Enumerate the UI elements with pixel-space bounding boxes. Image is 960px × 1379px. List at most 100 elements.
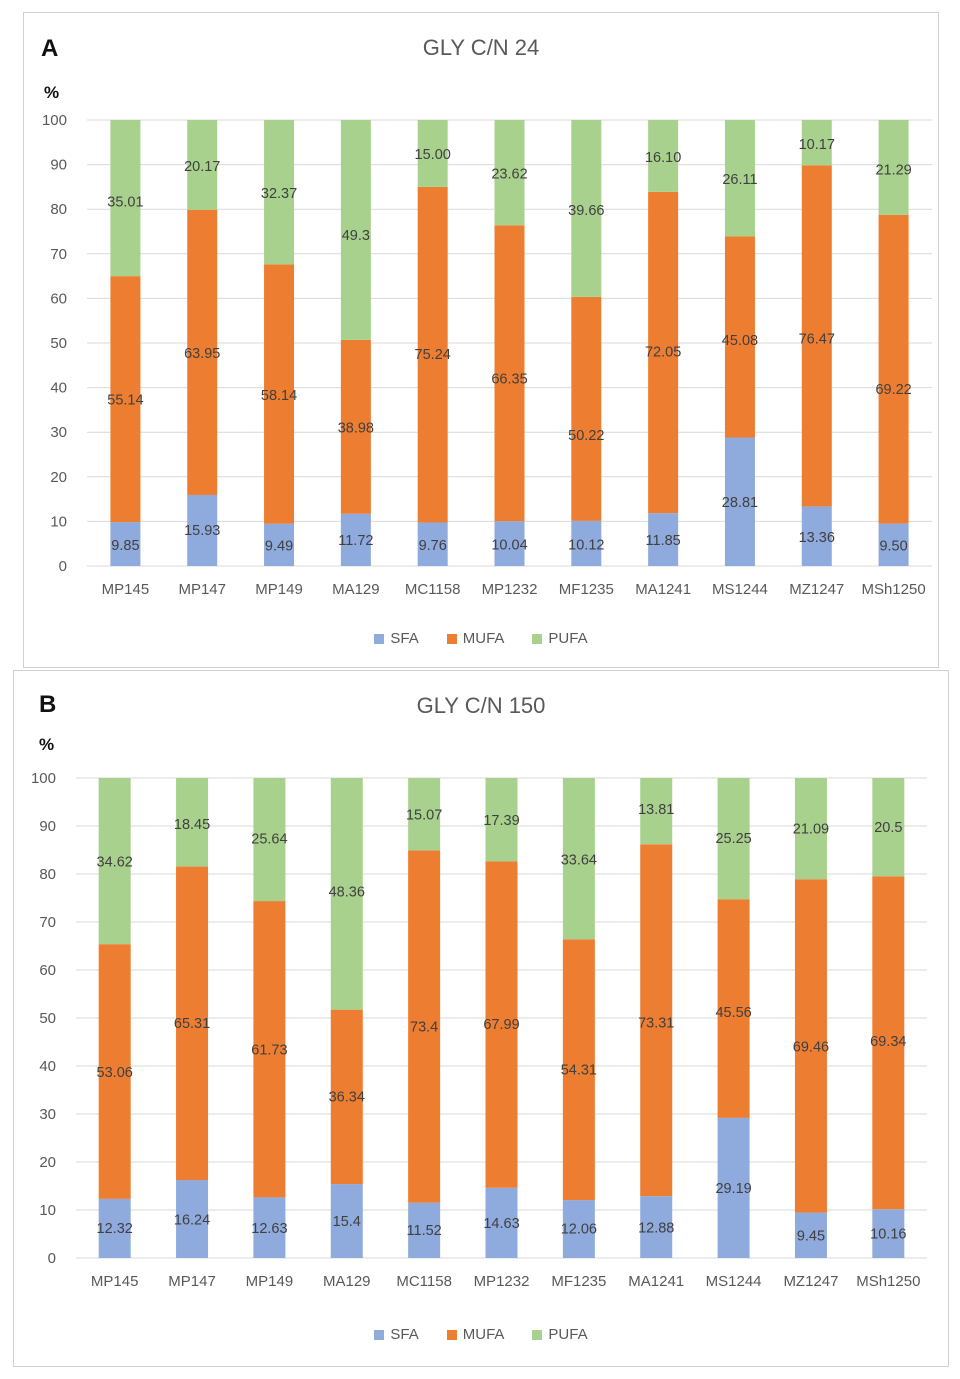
legend-label-pufa: PUFA (548, 1326, 588, 1343)
data-label-sfa: 28.81 (722, 495, 758, 511)
bar-segment-pufa (872, 778, 905, 877)
bar-segment-pufa (417, 120, 448, 187)
legend-label-mufa: MUFA (462, 630, 505, 647)
bar-segment-sfa (110, 522, 141, 566)
bar-segment-sfa (417, 522, 448, 566)
bar-segment-pufa (794, 778, 827, 880)
data-label-sfa: 11.85 (646, 533, 681, 549)
x-tick-label: MF1235 (559, 581, 614, 598)
data-label-sfa: 15.93 (184, 523, 220, 539)
data-label-pufa: 33.64 (561, 853, 597, 869)
bar-segment-pufa (176, 778, 209, 867)
bar-segment-mufa (253, 901, 286, 1198)
data-label-sfa: 10.16 (870, 1227, 906, 1243)
legend-item-sfa: SFA (374, 630, 419, 647)
data-label-pufa: 25.64 (251, 831, 287, 847)
data-label-pufa: 21.29 (875, 163, 911, 179)
bar-segment-mufa (717, 899, 750, 1118)
legend-label-mufa: MUFA (462, 1326, 505, 1343)
y-tick-label: 20 (50, 469, 67, 486)
data-label-mufa: 75.24 (415, 347, 451, 363)
y-tick-label: 60 (39, 962, 56, 979)
legend-item-pufa: PUFA (532, 1326, 588, 1343)
bar-segment-sfa (571, 520, 602, 566)
data-label-pufa: 34.62 (97, 855, 133, 871)
panel-letter: A (41, 35, 59, 62)
bar-segment-sfa (330, 1184, 363, 1258)
y-tick-label: 80 (39, 866, 56, 883)
bar-segment-mufa (340, 339, 371, 514)
data-label-mufa: 58.14 (261, 388, 297, 404)
bar-segment-pufa (110, 120, 141, 277)
data-label-pufa: 23.62 (491, 167, 527, 183)
legend-swatch-sfa (374, 1329, 385, 1340)
legend-item-mufa: MUFA (446, 1326, 505, 1343)
y-tick-label: 0 (59, 558, 67, 575)
bar-segment-pufa (801, 120, 832, 166)
legend-swatch-mufa (446, 633, 457, 644)
data-label-mufa: 69.34 (870, 1034, 906, 1050)
data-label-pufa: 26.11 (722, 172, 757, 188)
legend: SFA MUFA PUFA (14, 1326, 948, 1343)
x-tick-label: MA1241 (635, 581, 691, 598)
bar-segment-mufa (571, 296, 602, 521)
data-label-pufa: 15.00 (415, 147, 451, 163)
x-tick-label: MS1244 (706, 1273, 762, 1290)
data-label-pufa: 49.3 (342, 228, 370, 244)
data-label-pufa: 16.10 (645, 150, 681, 166)
data-label-pufa: 10.17 (799, 137, 835, 153)
data-label-mufa: 45.08 (722, 333, 758, 349)
data-label-mufa: 69.46 (793, 1039, 829, 1055)
chart-title: GLY C/N 24 (422, 35, 540, 60)
data-label-mufa: 76.47 (799, 332, 835, 348)
bar-segment-pufa (408, 778, 441, 851)
data-label-sfa: 11.52 (407, 1223, 442, 1239)
bar-segment-pufa (253, 778, 286, 902)
data-label-sfa: 9.45 (797, 1228, 825, 1244)
x-tick-label: MA1241 (628, 1273, 684, 1290)
x-tick-label: MF1235 (551, 1273, 606, 1290)
bar-segment-pufa (571, 120, 602, 297)
bar-segment-sfa (648, 513, 679, 566)
legend-item-pufa: PUFA (532, 630, 588, 647)
data-label-sfa: 9.49 (265, 538, 293, 554)
y-tick-label: 20 (39, 1154, 56, 1171)
y-tick-label: 100 (42, 112, 67, 129)
data-label-sfa: 9.50 (879, 538, 907, 554)
bar-segment-pufa (640, 778, 673, 845)
data-label-sfa: 14.63 (483, 1216, 519, 1232)
x-tick-label: MP147 (168, 1273, 216, 1290)
bar-segment-sfa (562, 1200, 595, 1258)
bar-segment-mufa (562, 939, 595, 1201)
data-label-mufa: 50.22 (568, 428, 604, 444)
y-tick-label: 40 (39, 1058, 56, 1075)
bar-segment-sfa (264, 523, 295, 566)
x-tick-label: MP145 (91, 1273, 139, 1290)
stacked-bar-chart: 0 10 20 30 40 50 60 70 80 90 100 12.32 53.06 34.62 MP1… (31, 770, 927, 1290)
legend-swatch-pufa (532, 1329, 543, 1340)
y-tick-label: 0 (48, 1250, 56, 1267)
data-label-mufa: 69.22 (875, 382, 911, 398)
data-label-mufa: 55.14 (107, 393, 143, 409)
y-tick-label: 50 (50, 335, 67, 352)
data-label-sfa: 13.36 (799, 530, 835, 546)
panel-letter: B (39, 691, 57, 718)
y-tick-label: 50 (39, 1010, 56, 1027)
y-tick-label: 30 (50, 424, 67, 441)
data-label-pufa: 20.17 (184, 159, 220, 175)
x-tick-label: MS1244 (712, 581, 768, 598)
bar-segment-sfa (485, 1187, 518, 1258)
bar-segment-sfa (253, 1197, 286, 1258)
bar-segment-sfa (98, 1198, 131, 1258)
y-tick-label: 90 (39, 818, 56, 835)
x-tick-label: MZ1247 (789, 581, 844, 598)
bar-segment-pufa (878, 120, 909, 215)
data-label-pufa: 39.66 (568, 203, 604, 219)
x-tick-label: MP1232 (482, 581, 538, 598)
x-tick-label: MSh1250 (861, 581, 925, 598)
stacked-bar-chart: 0 10 20 30 40 50 60 70 80 90 100 9.85 55.14 35.01 MP14… (42, 112, 932, 598)
x-tick-label: MA129 (323, 1273, 371, 1290)
legend-label-sfa: SFA (390, 630, 419, 647)
x-tick-label: MP1232 (474, 1273, 530, 1290)
bar-segment-pufa (494, 120, 525, 226)
